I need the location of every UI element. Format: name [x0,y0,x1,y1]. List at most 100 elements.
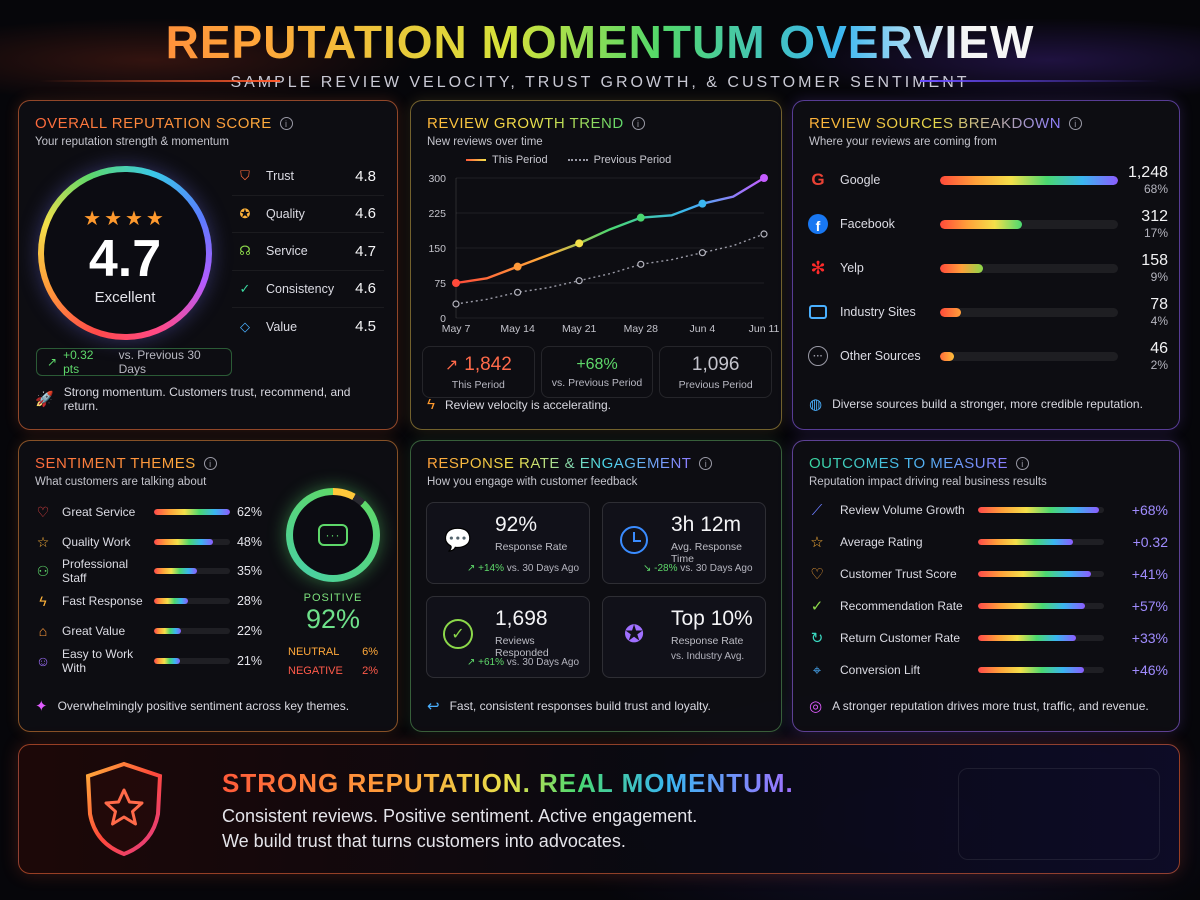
card-subtitle: What customers are talking about [35,476,207,488]
card-footer: 🚀 Strong momentum. Customers trust, reco… [35,385,381,413]
outcome-bar [978,539,1073,545]
info-icon[interactable]: i [279,117,293,130]
negative-row: NEGATIVE 2% [288,665,378,677]
engagement-tile-industry-rank: ✪ Top 10% Response Rate vs. Industry Avg… [602,596,766,678]
score-metric-list: ⛉ Trust 4.8 ✪ Quality 4.6 ☊ Service 4.7 … [232,158,384,346]
score-delta-badge: ↗ +0.32 pts vs. Previous 30 Days [36,348,232,376]
engagement-card: RESPONSE RATE & ENGAGEMENT i How you eng… [410,440,782,732]
check-circle-icon: ✓ [810,598,824,615]
legend-current: This Period [466,154,548,166]
overall-score-value: 4.7 [88,230,162,288]
page-header: REPUTATION MOMENTUM OVERVIEW SAMPLE REVI… [0,14,1200,92]
metric-row-trust: ⛉ Trust 4.8 [232,158,384,196]
source-name: Industry Sites [840,305,916,319]
star-rating: ★★★★ [83,208,167,230]
outcome-row: ☆ Average Rating +0.32 [806,526,1168,558]
stat-growth: +68% vs. Previous Period [540,346,654,398]
theme-bar [154,568,197,574]
stat-this-period: ↗ 1,842 This Period [422,346,535,398]
previous-period-point [575,277,583,285]
tile-label: Response Rate [671,635,744,647]
score-label: Excellent [94,289,156,306]
lightning-icon: ϟ [39,593,47,609]
outcome-row: ✓ Recommendation Rate +57% [806,590,1168,622]
rocket-icon: 🚀 [35,391,54,408]
theme-row: ♡ Great Service 62% [34,497,262,527]
this-period-point [575,239,584,248]
info-icon[interactable]: i [203,457,217,470]
metric-name: Service [266,244,308,259]
tag-icon: ⌂ [38,623,48,639]
tile-value: 3h 12m [671,513,742,536]
source-pct: 68% [1143,182,1168,196]
banner-line-2: We build trust that turns customers into… [222,831,626,851]
theme-bar [154,509,230,515]
info-icon[interactable]: i [631,117,645,130]
card-title: REVIEW GROWTH TREND [427,115,624,132]
yelp-icon: ✻ [810,257,826,278]
source-bar [940,219,1022,229]
shield-star-icon [85,761,163,857]
card-footer: ◎ A stronger reputation drives more trus… [809,697,1163,715]
tile-delta-text: vs. 30 Days Ago [506,657,580,668]
tile-label: Avg. Response Time [671,541,743,565]
engagement-tile-reviews-responded: ✓ 1,698 Reviews Responded ↗ +61% vs. 30 … [426,596,590,678]
card-title: SENTIMENT THEMES [35,455,196,472]
info-icon[interactable]: i [1015,457,1029,470]
source-row-other: ··· Other Sources 46 2% [806,338,1168,374]
source-count: 312 [1141,208,1168,225]
this-period-point [636,213,645,222]
previous-period-point [760,230,768,238]
page-subtitle: SAMPLE REVIEW VELOCITY, TRUST GROWTH, & … [230,74,970,91]
info-icon[interactable]: i [1069,117,1083,130]
neutral-value: 6% [362,646,378,658]
y-tick-label: 0 [440,313,446,325]
metric-row-quality: ✪ Quality 4.6 [232,196,384,233]
positive-value: 92% [305,604,361,634]
x-tick-label: May 21 [562,323,597,335]
footer-text: Diverse sources build a stronger, more c… [832,397,1143,411]
tile-delta-text: vs. Industry Avg. [671,651,745,662]
card-footer: ϟ Review velocity is accelerating. [427,396,765,413]
previous-period-line [455,233,765,305]
tile-delta: ↘ -28% [643,563,678,574]
review-growth-chart: 0 75 150 225 300 May 7 May 14 May 21 May 28 Jun 4… [428,173,779,335]
lightning-icon: ϟ [427,396,435,413]
card-footer: ◍ Diverse sources build a stronger, more… [809,395,1163,413]
source-row-google: G Google 1,248 68% [806,162,1168,198]
theme-name: Fast Response [62,594,143,608]
page-title: REPUTATION MOMENTUM OVERVIEW [0,14,1200,70]
previous-period-point [513,288,522,296]
source-bar [940,351,955,361]
negative-label: NEGATIVE [288,665,343,677]
growth-stats: ↗ 1,842 This Period +68% vs. Previous Per… [422,346,773,398]
trend-up-icon: ↗ [47,355,58,369]
theme-name: Easy to Work With [62,647,134,675]
info-icon[interactable]: i [699,457,713,470]
metric-row-value: ◇ Value 4.5 [232,308,384,346]
theme-value: 22% [236,624,262,638]
engagement-tile-response-time: 3h 12m Avg. Response Time ↘ -28% vs. 30 … [602,502,766,584]
tile-value: 1,698 [495,607,548,630]
outcomes-card: OUTCOMES TO MEASURE i Reputation impact … [792,440,1180,732]
facebook-icon: f [806,212,830,236]
theme-bar [154,598,189,604]
metric-row-service: ☊ Service 4.7 [232,233,384,271]
target-icon: ◎ [809,698,823,715]
delta-text: vs. Previous 30 Days [118,348,201,376]
card-subtitle: New reviews over time [427,136,543,148]
outcome-bar [978,571,1092,577]
y-tick-label: 150 [428,243,446,255]
outcome-bar [978,603,1086,609]
card-title: RESPONSE RATE & ENGAGEMENT [427,455,692,472]
neutral-label: NEUTRAL [288,646,340,658]
source-pct: 9% [1150,270,1168,284]
legend-previous: Previous Period [567,154,671,166]
star-icon: ☆ [810,534,824,551]
smile-icon: ☺ [35,653,51,669]
sentiment-ring: ··· [286,488,380,582]
metric-name: Consistency [266,281,335,296]
theme-value: 28% [236,594,262,608]
this-period-point [760,174,768,182]
source-bar [940,263,983,273]
